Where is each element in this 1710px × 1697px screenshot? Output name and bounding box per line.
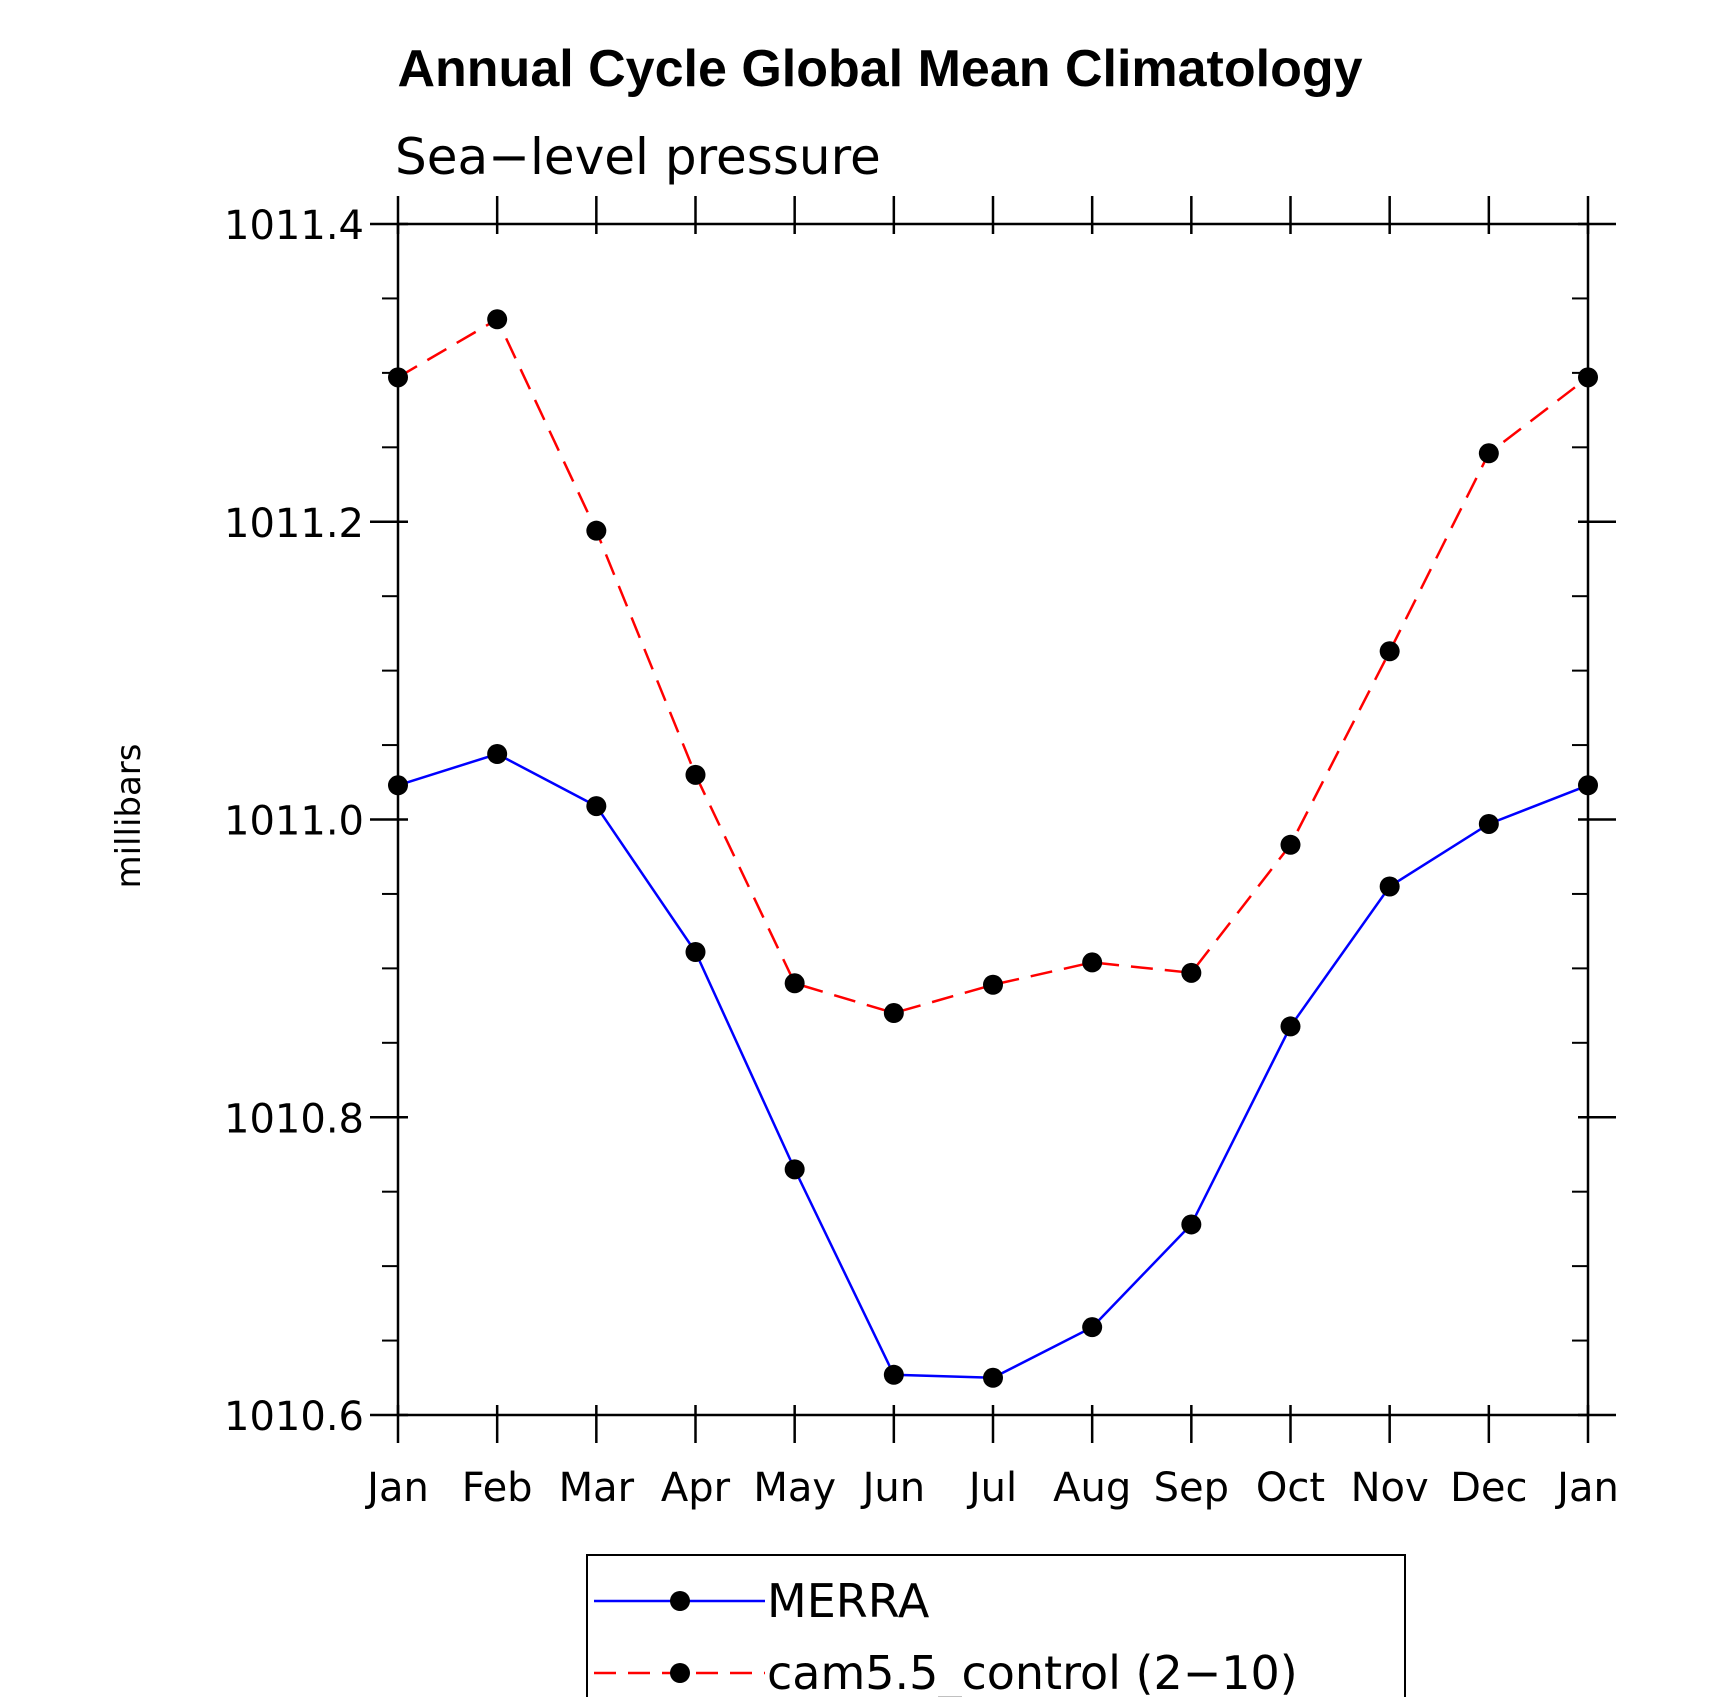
data-point	[1082, 952, 1103, 973]
y-axis-label: millibars	[109, 743, 149, 888]
chart-subtitle: Sea−level pressure	[395, 128, 881, 186]
x-tick-label: Aug	[1053, 1465, 1131, 1511]
data-point	[883, 1364, 904, 1385]
data-point	[784, 973, 805, 994]
x-tick-label: Jul	[966, 1465, 1017, 1511]
x-tick-label: Jan	[1554, 1465, 1619, 1511]
x-tick-label: Oct	[1256, 1465, 1325, 1511]
chart-title: Annual Cycle Global Mean Climatology	[397, 40, 1362, 98]
data-point	[983, 1367, 1003, 1388]
data-point	[685, 764, 706, 785]
x-tick-label: Apr	[661, 1465, 731, 1511]
data-point	[1478, 813, 1499, 834]
data-point	[685, 941, 706, 962]
plot-frame	[396, 222, 1590, 1417]
data-point	[1379, 876, 1400, 897]
data-point	[487, 743, 508, 764]
data-point	[388, 367, 408, 388]
data-point	[1478, 443, 1499, 464]
data-point	[983, 974, 1003, 995]
data-point	[586, 520, 607, 541]
y-tick-label: 1011.2	[224, 501, 364, 547]
x-tick-label: Jan	[364, 1465, 429, 1511]
data-point	[388, 775, 408, 796]
data-point	[586, 796, 607, 817]
legend-label: cam5.5_control (2−10)	[767, 1646, 1298, 1697]
data-point	[883, 1003, 904, 1024]
y-tick-label: 1010.8	[224, 1096, 364, 1142]
x-tick-label: Sep	[1154, 1465, 1229, 1511]
data-point	[1181, 962, 1202, 983]
legend-box	[586, 1554, 1406, 1697]
data-point	[1082, 1317, 1103, 1338]
data-point	[1578, 367, 1598, 388]
y-tick-label: 1011.4	[224, 203, 364, 249]
data-point	[487, 309, 508, 330]
series-line-2	[397, 317, 1589, 1015]
y-tick-label: 1011.0	[224, 799, 364, 845]
data-point	[1280, 834, 1301, 855]
legend-marker	[670, 1663, 690, 1683]
axes: Jan Feb Mar Apr May Jun Jul Aug Sep Oct Nov Dec Jan1…	[224, 196, 1619, 1511]
data-point	[784, 1159, 805, 1180]
x-tick-label: Mar	[559, 1465, 635, 1511]
legend: MERRA cam5.5_control (2−10)	[586, 1554, 1406, 1697]
y-tick-label: 1010.6	[224, 1394, 364, 1440]
series-group	[388, 309, 1598, 1388]
data-point	[1578, 775, 1598, 796]
series-line-1	[397, 752, 1589, 1380]
data-point	[1280, 1016, 1301, 1037]
data-point	[1181, 1214, 1202, 1235]
x-tick-label: Jun	[860, 1465, 926, 1511]
x-tick-label: Dec	[1450, 1465, 1527, 1511]
data-point	[1379, 641, 1400, 662]
x-tick-label: May	[753, 1465, 836, 1511]
x-tick-label: Nov	[1351, 1465, 1429, 1511]
x-tick-label: Feb	[462, 1465, 533, 1511]
legend-label: MERRA	[767, 1574, 930, 1628]
legend-marker	[670, 1591, 690, 1611]
